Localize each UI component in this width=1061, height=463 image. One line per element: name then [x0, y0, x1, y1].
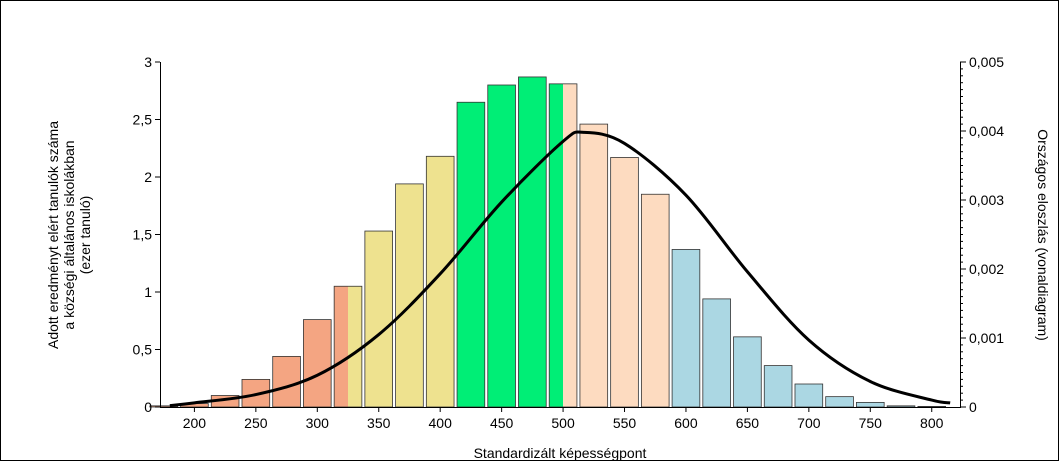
bar-14 [548, 83, 578, 408]
bar-21 [763, 365, 793, 408]
bar-17 [640, 193, 670, 408]
bar-13 [518, 76, 547, 408]
bar-11 [456, 101, 486, 408]
y-axis-title-line-1: Adott eredményt elért tanulók száma [45, 121, 61, 349]
x-tick-label: 450 [490, 415, 514, 431]
y2-ticks: 0 0,001 0,002 0,003 0,004 0,005 [960, 54, 1004, 415]
y-tick-label: 2 [144, 169, 152, 185]
bar-10 [425, 155, 455, 408]
bar-23 [825, 396, 854, 408]
y2-tick-label: 0,005 [969, 54, 1004, 70]
bar-25 [886, 405, 916, 408]
y2-tick-label: 0,002 [969, 261, 1004, 277]
y-tick-label: 0,5 [133, 342, 153, 358]
distribution-line [169, 130, 951, 408]
x-tick-label: 400 [429, 415, 453, 431]
x-tick-label: 750 [859, 415, 883, 431]
x-tick-label: 800 [920, 415, 944, 431]
bar-12 [487, 84, 516, 408]
bar-15 [579, 123, 609, 408]
y2-tick-label: 0,004 [969, 123, 1004, 139]
x-tick-label: 650 [736, 415, 760, 431]
bar-22 [794, 383, 824, 408]
x-tick-label: 600 [674, 415, 698, 431]
bar-26 [917, 406, 946, 408]
x-tick-label: 350 [367, 415, 391, 431]
y-axis-title: Adott eredményt elért tanulók száma a kö… [45, 121, 93, 349]
x-tick-label: 550 [613, 415, 637, 431]
y-tick-label: 1 [144, 284, 152, 300]
bar-19 [702, 298, 731, 408]
y2-tick-label: 0,001 [969, 330, 1004, 346]
bar-8 [364, 230, 394, 408]
y-ticks: 0 0,5 1 1,5 2 2,5 3 [133, 54, 160, 415]
bar-7 [333, 285, 363, 408]
y-tick-label: 0 [144, 399, 152, 415]
x-ticks: 200 250 300 350 400 450 500 550 600 650 700 750 800 [183, 407, 944, 431]
y2-tick-label: 0,003 [969, 192, 1004, 208]
y2-axis-title: Országos eloszlás (vonaldiagram) [1035, 129, 1051, 341]
bar-24 [856, 401, 885, 408]
y-tick-label: 2,5 [133, 112, 153, 128]
x-tick-label: 250 [244, 415, 268, 431]
y2-tick-label: 0 [969, 399, 977, 415]
y-tick-label: 1,5 [133, 227, 153, 243]
bar-16 [610, 157, 639, 408]
y-axis-title-line-3: (ezer tanuló) [77, 196, 93, 275]
bar-18 [671, 249, 701, 408]
x-tick-label: 200 [183, 415, 207, 431]
bars-group [149, 76, 946, 408]
x-tick-label: 500 [551, 415, 575, 431]
y-tick-label: 3 [144, 54, 152, 70]
x-tick-label: 300 [306, 415, 330, 431]
x-axis-title: Standardizált képességpont [474, 445, 647, 461]
bar-5 [272, 355, 301, 408]
bar-20 [733, 336, 762, 408]
bar-6 [303, 319, 332, 408]
y-axis-title-line-2: a községi általános iskolákban [61, 140, 77, 329]
x-tick-label: 700 [797, 415, 821, 431]
